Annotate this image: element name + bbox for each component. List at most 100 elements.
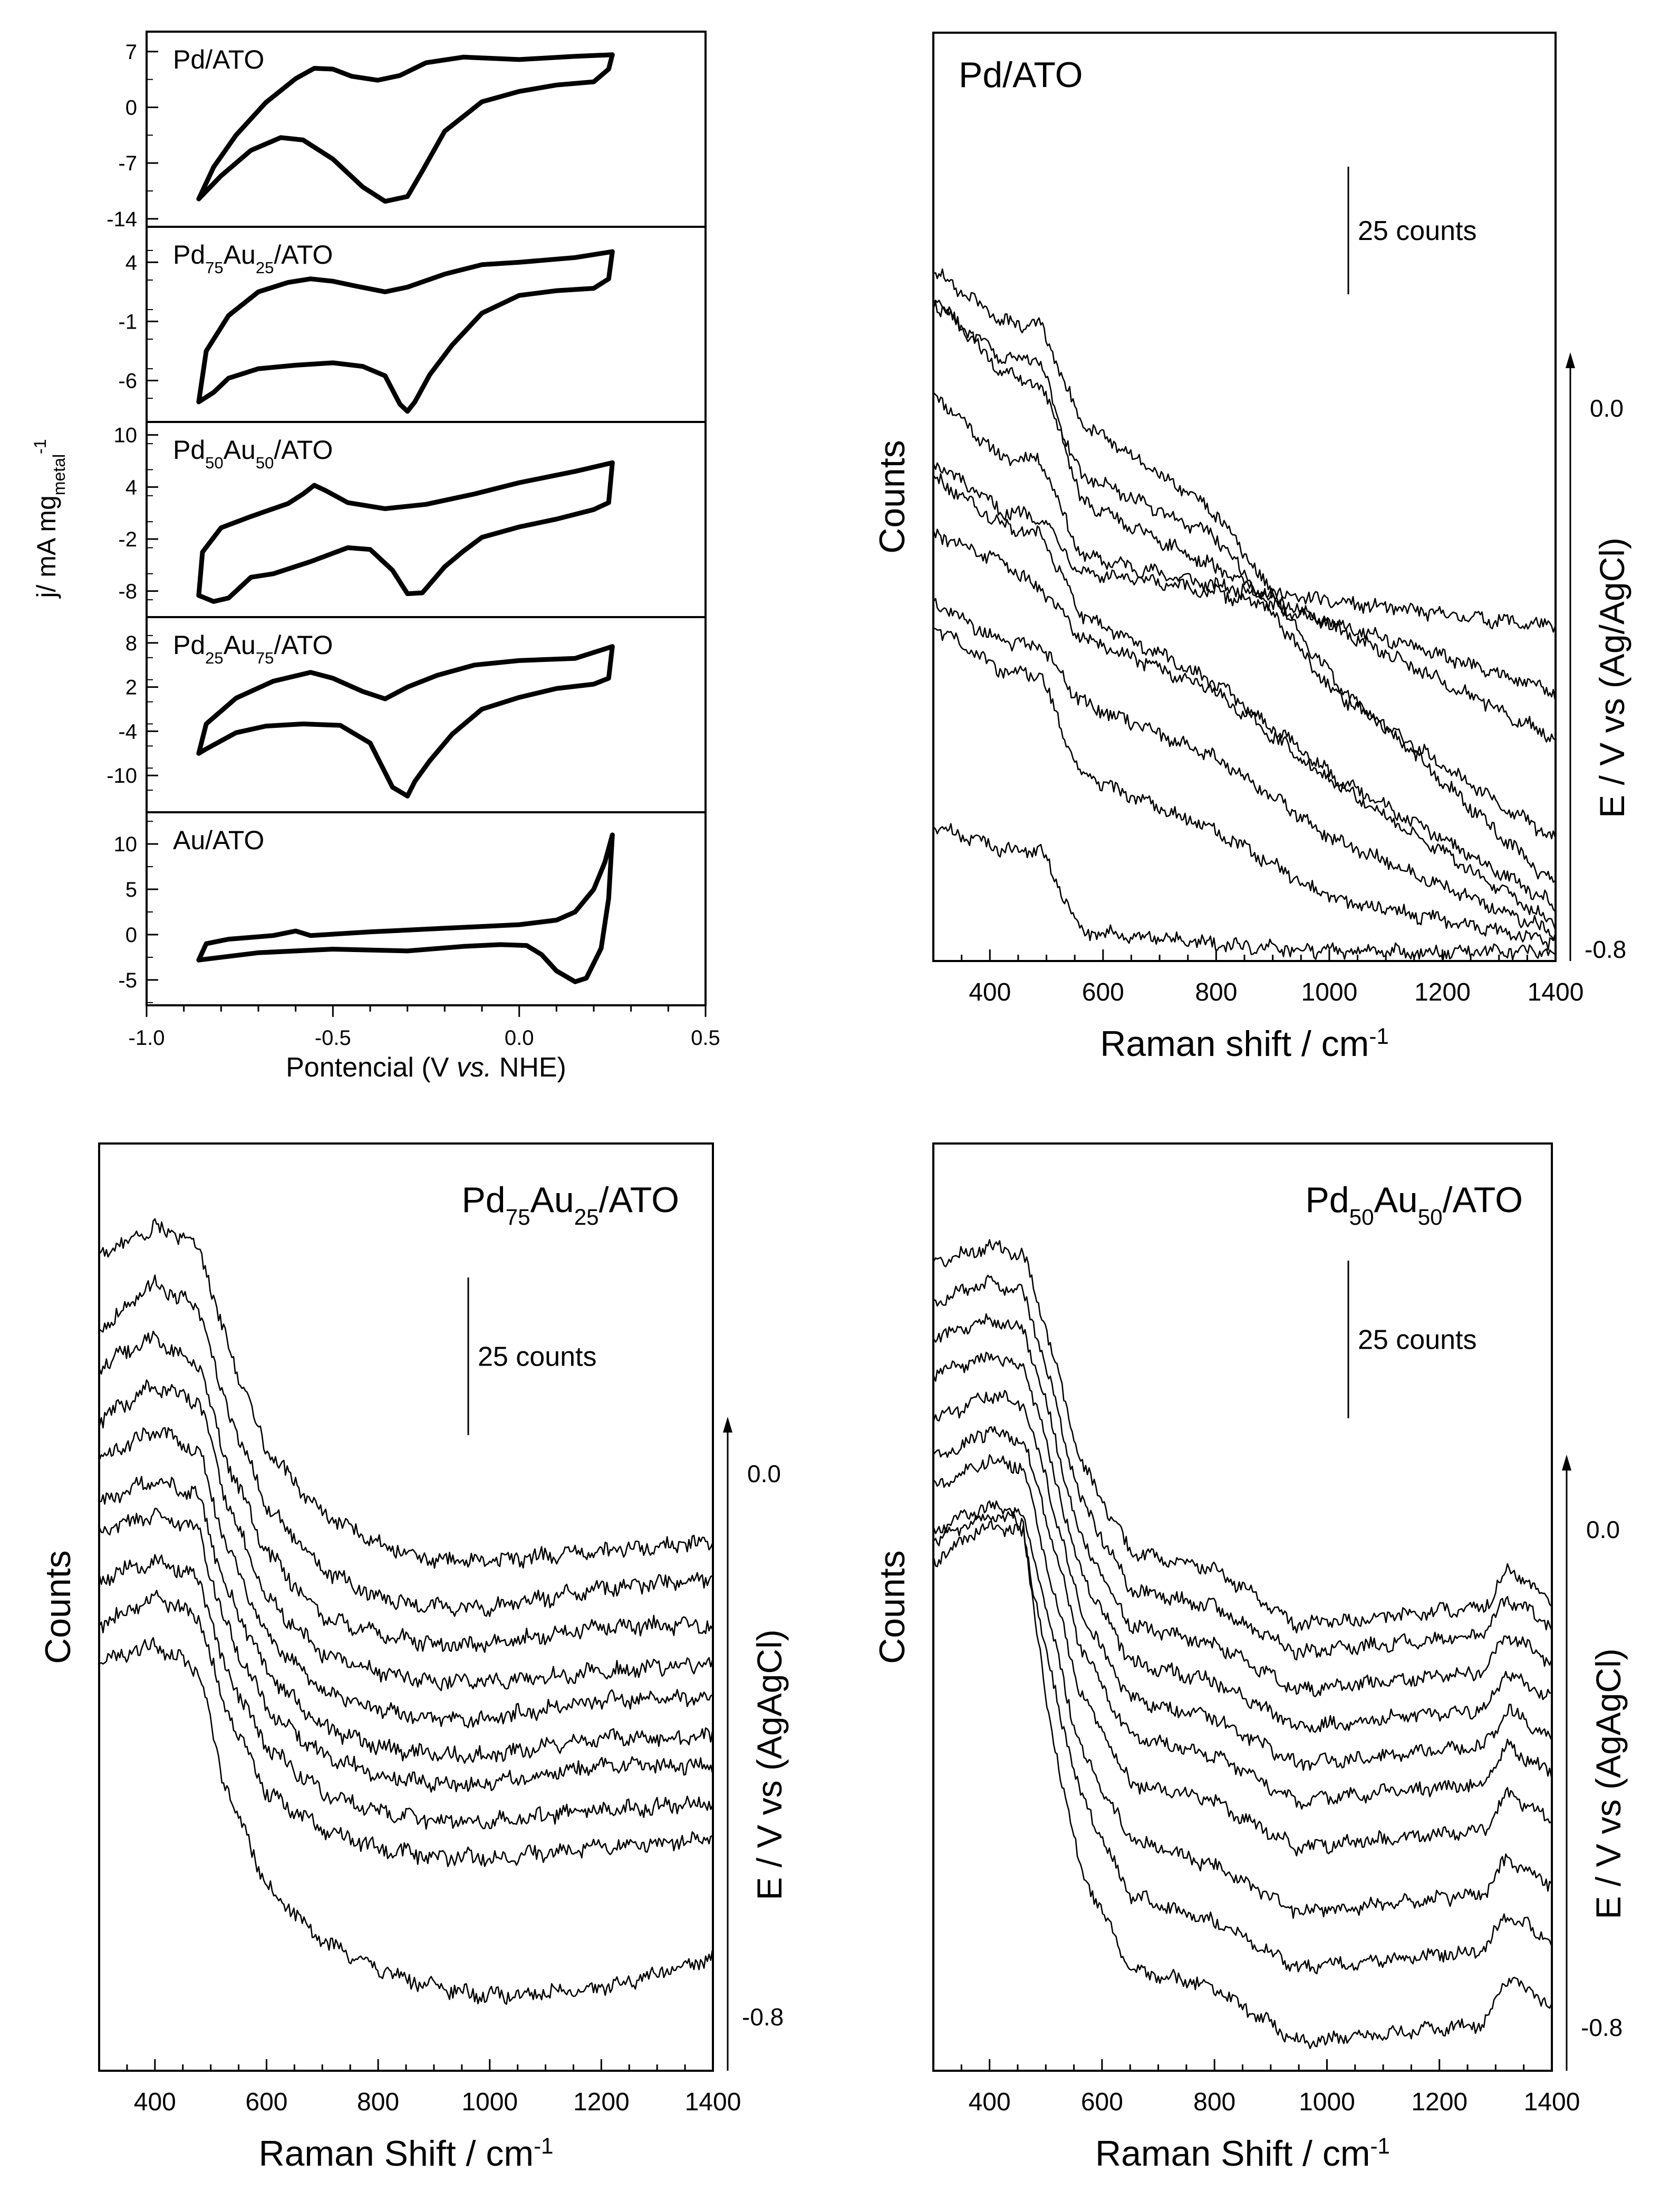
raman-spectrum-2	[933, 1274, 1552, 1661]
cv-ytick-label: -1	[118, 310, 137, 333]
cv-panel-4: 8 2 -4 -10 Pd25Au75/ATO	[107, 616, 707, 813]
raman-scale-bar: 25 counts	[467, 1277, 597, 1435]
cv-xtick-label: -1.0	[129, 1026, 165, 1050]
cv-curve-cathodic	[196, 644, 615, 799]
raman-scale-bar: 25 counts	[1347, 167, 1477, 294]
raman-xtick-label: 800	[357, 2088, 399, 2116]
scale-bar-label: 25 counts	[1358, 1324, 1477, 1355]
cv-curve-cathodic	[196, 249, 615, 414]
scale-bar-label: 25 counts	[478, 1341, 597, 1372]
raman-xtick-label: 1000	[1301, 978, 1358, 1006]
raman-xtick-label: 1400	[1524, 2088, 1580, 2116]
potential-top-label: 0.0	[1586, 1516, 1620, 1543]
cv-curve-anodic	[196, 644, 615, 756]
raman-xtick-label: 1400	[685, 2088, 741, 2116]
cv-ytick-label: -7	[118, 152, 137, 175]
cv-chart: 7 0 -7 -14 Pd/ATO 4 -1 -6 Pd75Au25/ATO 10 4 -2 -8 Pd5…	[31, 31, 720, 1083]
potential-top-label: 0.0	[747, 1460, 781, 1487]
cv-xtick-label: -0.5	[315, 1026, 351, 1050]
raman-x-axis-label: Raman Shift / cm-1	[259, 2134, 554, 2174]
cv-ytick-label: -14	[107, 208, 137, 231]
cv-panel-label: Pd50Au50/ATO	[173, 435, 333, 472]
raman-scale-bar: 25 counts	[1347, 1261, 1477, 1418]
raman-xtick-label: 1000	[1299, 2088, 1355, 2116]
cv-xtick-label: 0.5	[691, 1026, 720, 1050]
raman-spectrum-8	[99, 1554, 713, 1830]
raman-xtick-label: 1400	[1528, 978, 1584, 1006]
potential-bottom-label: -0.8	[1585, 936, 1626, 963]
scale-bar-label: 25 counts	[1358, 216, 1477, 246]
cv-x-axis: -1.0 -0.5 0.0 0.5 Pontencial (V vs. NHE)	[129, 1005, 720, 1083]
cv-x-axis-label: Pontencial (V vs. NHE)	[286, 1052, 566, 1083]
raman-plot-frame	[932, 1142, 1553, 2072]
raman-x-axis-label: Raman shift / cm-1	[1100, 1024, 1389, 1064]
cv-ytick-label: 4	[125, 476, 137, 499]
raman-spectrum-9	[99, 1590, 713, 1867]
cv-ytick-label: -5	[118, 969, 137, 992]
cv-ytick-label: 7	[125, 41, 137, 64]
raman-spectrum-4	[933, 300, 1556, 840]
potential-arrow-head	[1566, 352, 1575, 368]
cv-ytick-label: 8	[125, 632, 137, 655]
raman-spectrum-7	[99, 1507, 713, 1793]
potential-axis-label: E / V vs (AgAgCl)	[750, 1629, 789, 1900]
raman-chart-raman_pd75: 400 600 800 1000 1200 1400 Raman Shift / cm-1 C…	[38, 1142, 789, 2174]
cv-ytick-label: -4	[118, 720, 137, 743]
cv-curve-anodic	[196, 832, 615, 963]
raman-xtick-label: 1200	[1414, 978, 1471, 1006]
raman-spectrum-5	[933, 1390, 1552, 1771]
potential-axis-label: E / V vs (AgAgCl)	[1589, 1648, 1628, 1919]
raman-xtick-label: 800	[1193, 2088, 1235, 2116]
raman-spectrum-10	[933, 1511, 1552, 2049]
raman-spectrum-5	[99, 1427, 713, 1728]
cv-panel-5: 10 5 0 -5 Au/ATO	[114, 811, 707, 1006]
cv-panel-1: 7 0 -7 -14 Pd/ATO	[107, 31, 707, 231]
raman-x-axis: 400 600 800 1000 1200 1400 Raman shift / cm-1	[932, 949, 1584, 1064]
raman-xtick-label: 600	[245, 2088, 287, 2116]
raman-x-axis: 400 600 800 1000 1200 1400 Raman Shift / cm-1	[98, 2059, 741, 2174]
raman-y-axis-label: Counts	[872, 440, 912, 553]
potential-arrow: 0.0 -0.8 E / V vs (AgAgCl)	[723, 1417, 789, 2071]
cv-curve-anodic	[196, 249, 615, 405]
raman-xtick-label: 1200	[1411, 2088, 1467, 2116]
cv-panel-label: Pd/ATO	[173, 45, 264, 74]
cv-curve-anodic	[196, 52, 615, 201]
raman-spectrum-4	[933, 1351, 1552, 1733]
cv-ytick-label: -10	[107, 764, 137, 787]
raman-spectrum-1	[99, 1218, 713, 1569]
raman-xtick-label: 1200	[573, 2088, 630, 2116]
raman-spectrum-7	[933, 1454, 1552, 1857]
cv-y-axis-label: j/ mA mgmetal-1	[31, 439, 69, 599]
raman-xtick-label: 800	[1195, 978, 1237, 1006]
cv-ytick-label: -2	[118, 528, 137, 551]
raman-spectrum-2	[933, 462, 1556, 700]
cv-curve-cathodic	[196, 460, 615, 604]
raman-spectrum-9	[933, 1520, 1552, 1975]
raman-spectrum-10	[99, 1637, 713, 2005]
raman-spectrum-1	[933, 392, 1556, 633]
raman-spectrum-6	[933, 1426, 1552, 1810]
raman-spectrum-8	[933, 1500, 1552, 1919]
raman-x-axis: 400 600 800 1000 1200 1400 Raman Shift / cm-1	[932, 2059, 1580, 2174]
cv-xtick-label: 0.0	[505, 1026, 534, 1050]
raman-spectrum-4	[99, 1379, 713, 1692]
potential-axis-label: E / V vs (Ag/AgCl)	[1592, 537, 1631, 818]
raman-spectrum-3	[933, 302, 1556, 743]
raman-panel-title: Pd/ATO	[959, 55, 1083, 95]
cv-ytick-label: -6	[118, 370, 137, 393]
raman-spectrum-1	[933, 1239, 1552, 1634]
raman-xtick-label: 400	[134, 2088, 176, 2116]
cv-ytick-label: 0	[125, 96, 137, 119]
raman-chart-raman_pd50: 400 600 800 1000 1200 1400 Raman Shift / cm-1 C…	[872, 1142, 1628, 2174]
cv-ytick-label: 0	[125, 924, 137, 947]
potential-bottom-label: -0.8	[1581, 2014, 1623, 2041]
raman-y-axis-label: Counts	[872, 1550, 912, 1664]
raman-chart-raman_pd: 400 600 800 1000 1200 1400 Raman shift / cm-1 C…	[872, 32, 1631, 1064]
cv-panel-3: 10 4 -2 -8 Pd50Au50/ATO	[114, 421, 707, 618]
raman-spectrum-9	[933, 628, 1556, 951]
raman-xtick-label: 600	[1081, 2088, 1123, 2116]
raman-plot-frame	[98, 1142, 714, 2072]
raman-spectrum-6	[99, 1476, 713, 1764]
potential-arrow-head	[723, 1417, 732, 1433]
